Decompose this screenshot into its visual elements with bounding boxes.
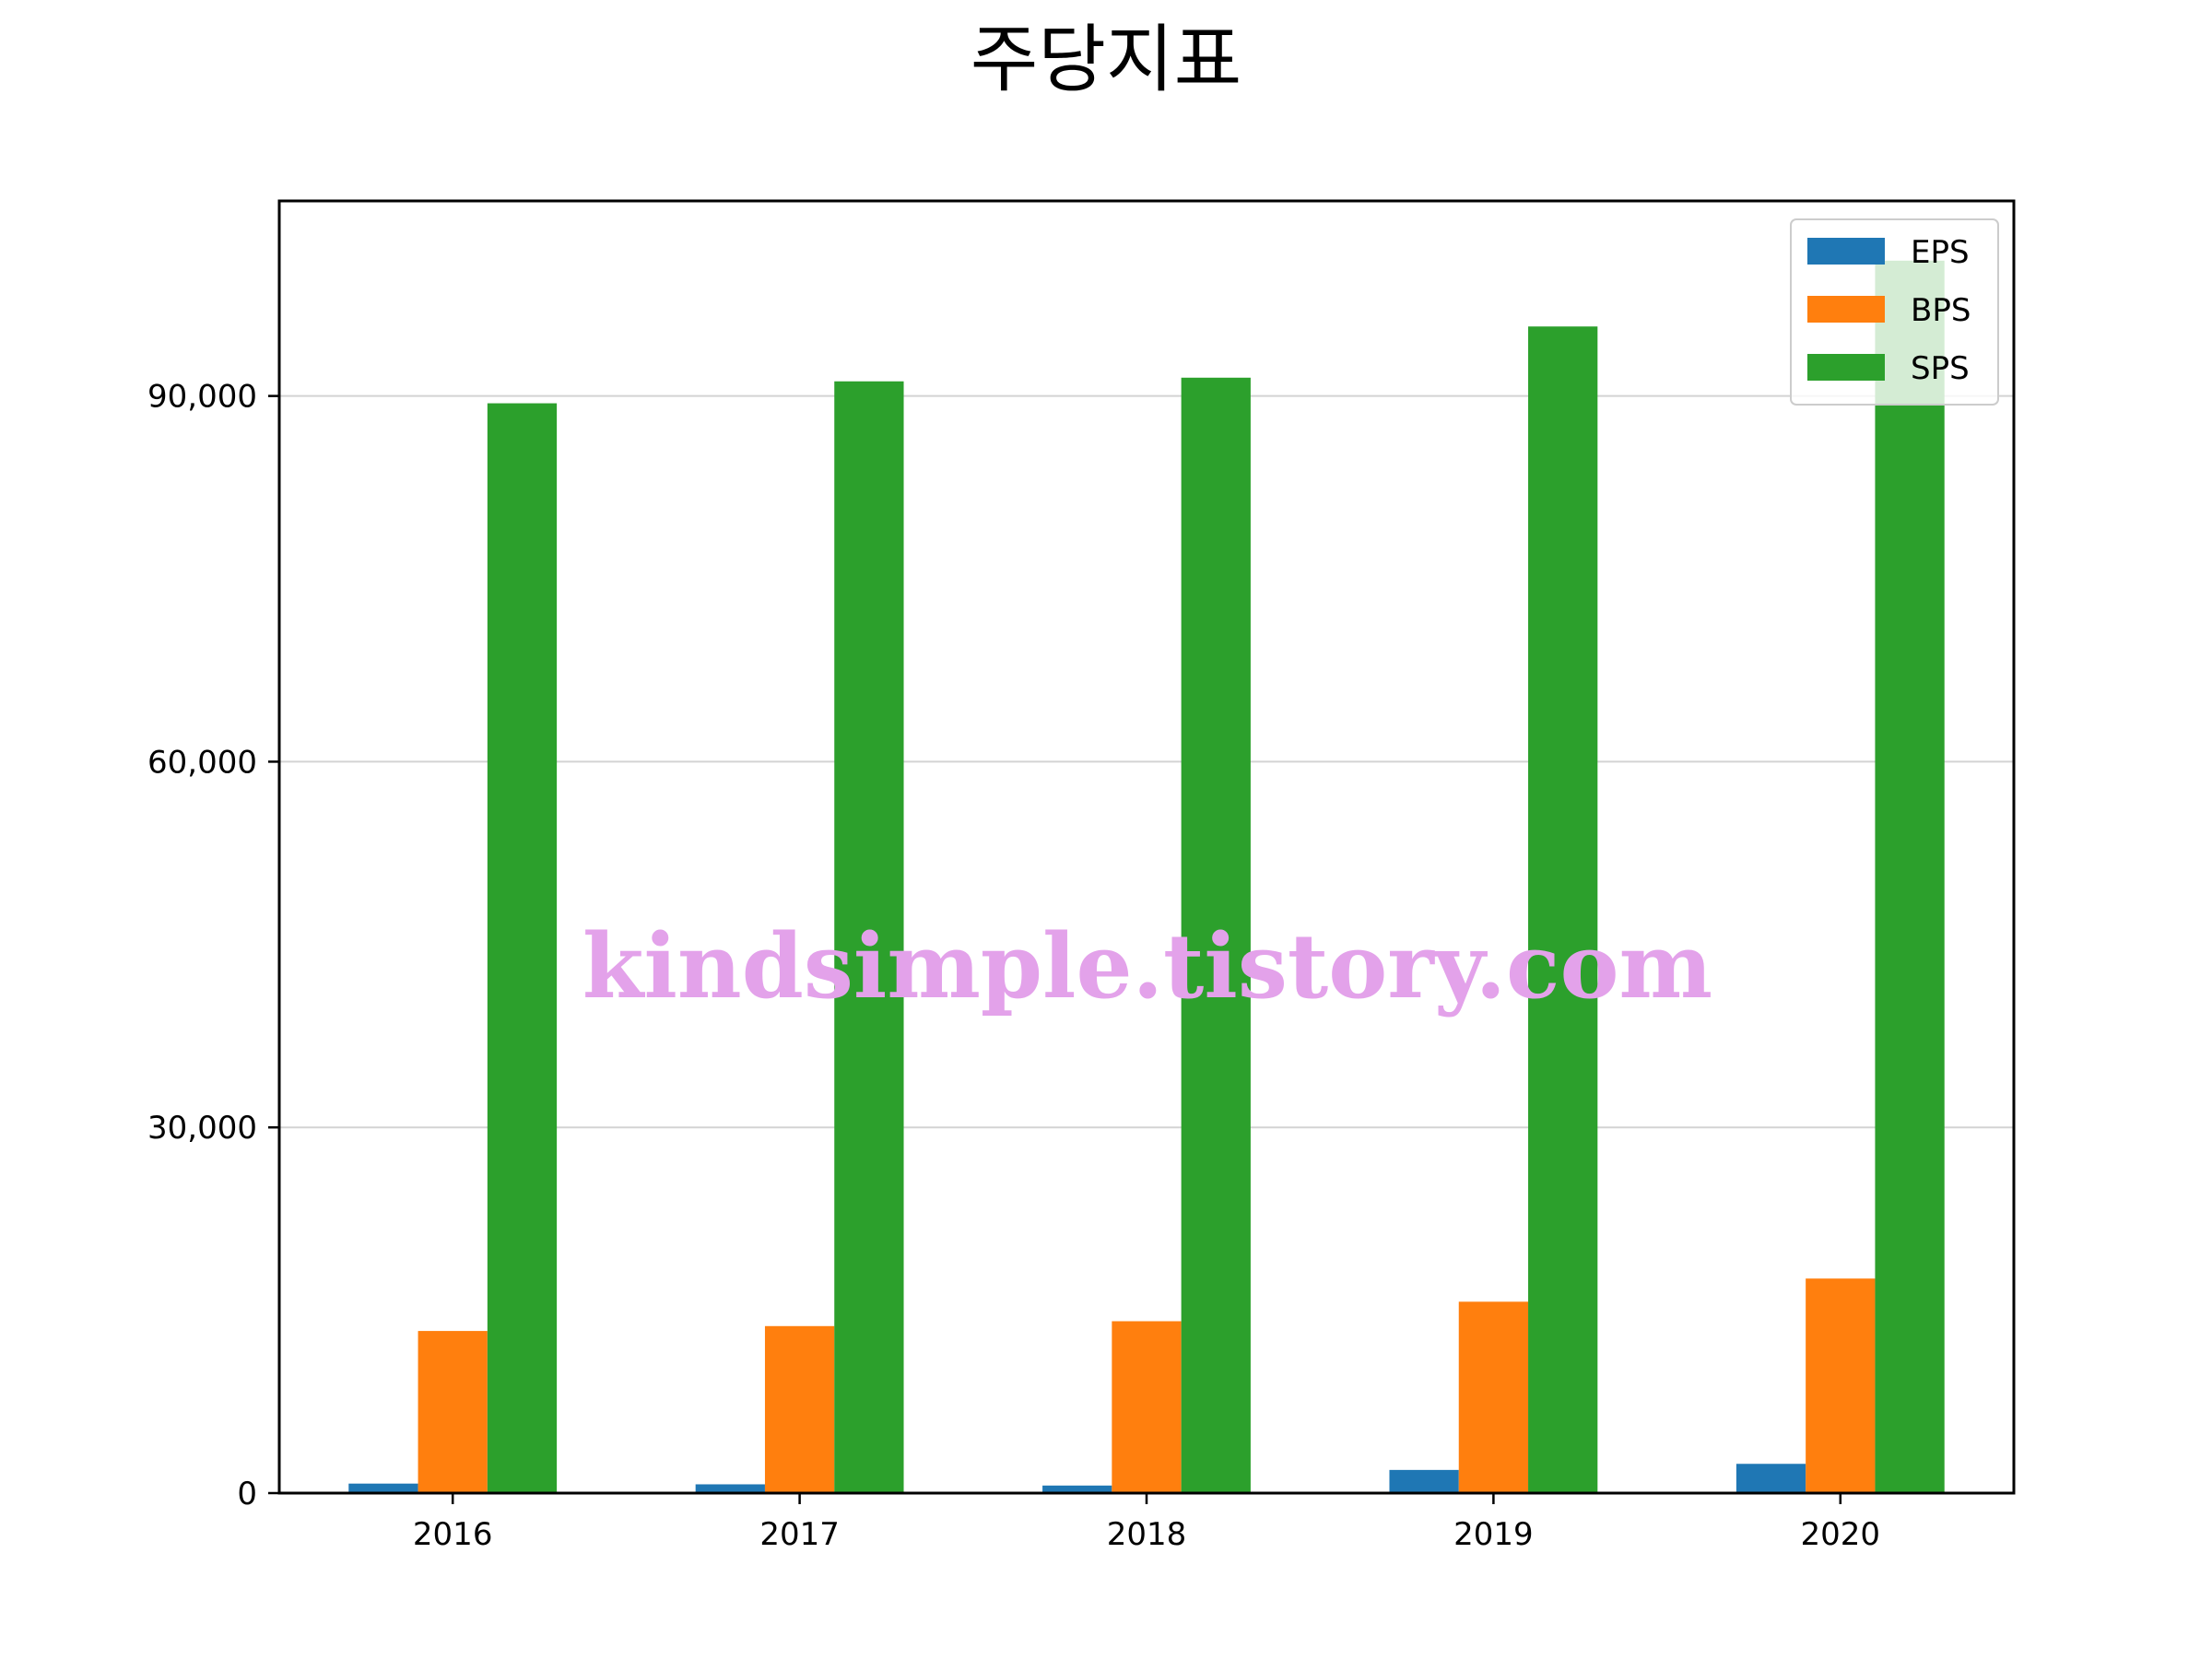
legend-swatch-eps <box>1807 238 1885 265</box>
x-tick-label: 2017 <box>759 1516 840 1553</box>
bar-sps-2018 <box>1181 377 1251 1494</box>
x-tick-label: 2019 <box>1453 1516 1534 1553</box>
bar-eps-2016 <box>348 1483 418 1493</box>
bar-sps-2016 <box>487 403 558 1494</box>
bar-bps-2016 <box>418 1331 488 1493</box>
bar-sps-2017 <box>834 381 904 1493</box>
bar-bps-2020 <box>1806 1278 1876 1493</box>
x-tick-label: 2016 <box>413 1516 493 1553</box>
bars <box>348 260 1945 1494</box>
bar-eps-2019 <box>1389 1469 1459 1493</box>
bar-bps-2018 <box>1112 1321 1182 1493</box>
y-tick-label: 30,000 <box>147 1110 257 1147</box>
bar-bps-2017 <box>764 1325 835 1493</box>
grid-lines <box>279 394 2014 1129</box>
y-tick-label: 0 <box>237 1476 257 1512</box>
chart-title: 주당지표 <box>971 17 1241 102</box>
x-tick-label: 2018 <box>1107 1516 1187 1553</box>
y-tick-label: 90,000 <box>147 379 257 416</box>
watermark-text: kindsimple.tistory.com <box>582 914 1712 1018</box>
x-tick-label: 2020 <box>1801 1516 1881 1553</box>
legend-swatch-bps <box>1807 296 1885 323</box>
y-axis: 0 30,000 60,000 90,000 <box>147 379 279 1512</box>
legend: EPS BPS SPS <box>1790 218 1999 406</box>
bar-sps-2020 <box>1875 260 1945 1493</box>
y-tick-label: 60,000 <box>147 744 257 781</box>
bar-sps-2019 <box>1528 326 1598 1494</box>
legend-label-eps: EPS <box>1911 234 1970 271</box>
bar-bps-2019 <box>1458 1301 1529 1493</box>
legend-label-sps: SPS <box>1911 350 1970 387</box>
x-axis: 2016 2017 2018 2019 2020 <box>413 1493 1880 1553</box>
bar-eps-2020 <box>1735 1464 1806 1493</box>
legend-swatch-sps <box>1807 354 1885 381</box>
bar-eps-2018 <box>1042 1485 1112 1493</box>
legend-label-bps: BPS <box>1911 292 1971 329</box>
bar-eps-2017 <box>695 1484 765 1493</box>
